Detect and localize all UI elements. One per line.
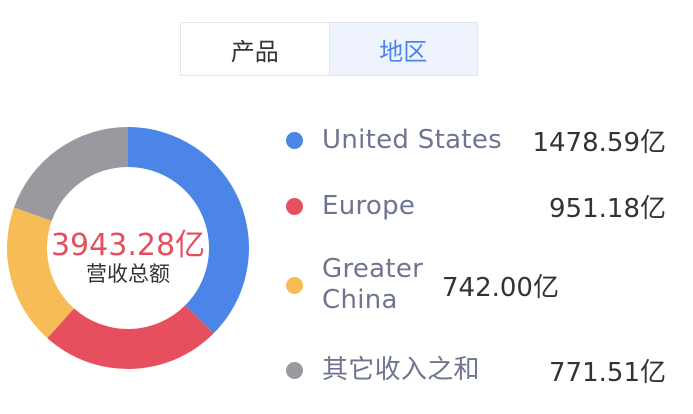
legend-value: 1478.59亿 xyxy=(532,128,666,158)
tab-region[interactable]: 地区 xyxy=(328,23,477,75)
legend-item-greater-china[interactable]: Greater China 742.00亿 xyxy=(286,254,666,316)
legend-value: 771.51亿 xyxy=(549,358,666,388)
legend-label: United States xyxy=(322,125,502,155)
donut-slice-1[interactable] xyxy=(47,305,214,370)
tab-product[interactable]: 产品 xyxy=(181,23,329,75)
legend-value: 951.18亿 xyxy=(549,194,666,224)
legend-label: Greater China xyxy=(322,254,424,315)
total-revenue-value: 3943.28亿 xyxy=(50,228,206,263)
legend-dot-yellow xyxy=(286,276,303,294)
legend-dot-blue xyxy=(286,132,303,149)
donut-slice-2[interactable] xyxy=(7,207,74,339)
legend-label: Europe xyxy=(322,191,416,221)
donut-slice-0[interactable] xyxy=(128,127,250,334)
donut-chart xyxy=(7,127,250,370)
legend-item-united-states[interactable]: United States 1478.59亿 xyxy=(286,122,666,159)
legend-item-other[interactable]: 其它收入之和 771.51亿 xyxy=(286,352,666,389)
legend-value: 742.00亿 xyxy=(442,272,559,303)
legend-dot-gray xyxy=(286,362,303,379)
legend-item-europe[interactable]: Europe 951.18亿 xyxy=(286,188,666,225)
legend-dot-red xyxy=(286,198,303,215)
total-revenue-caption: 营收总额 xyxy=(86,262,170,286)
donut-slice-3[interactable] xyxy=(13,127,129,221)
tab-bar: 产品 地区 xyxy=(180,22,478,76)
legend-label: 其它收入之和 xyxy=(322,355,480,385)
